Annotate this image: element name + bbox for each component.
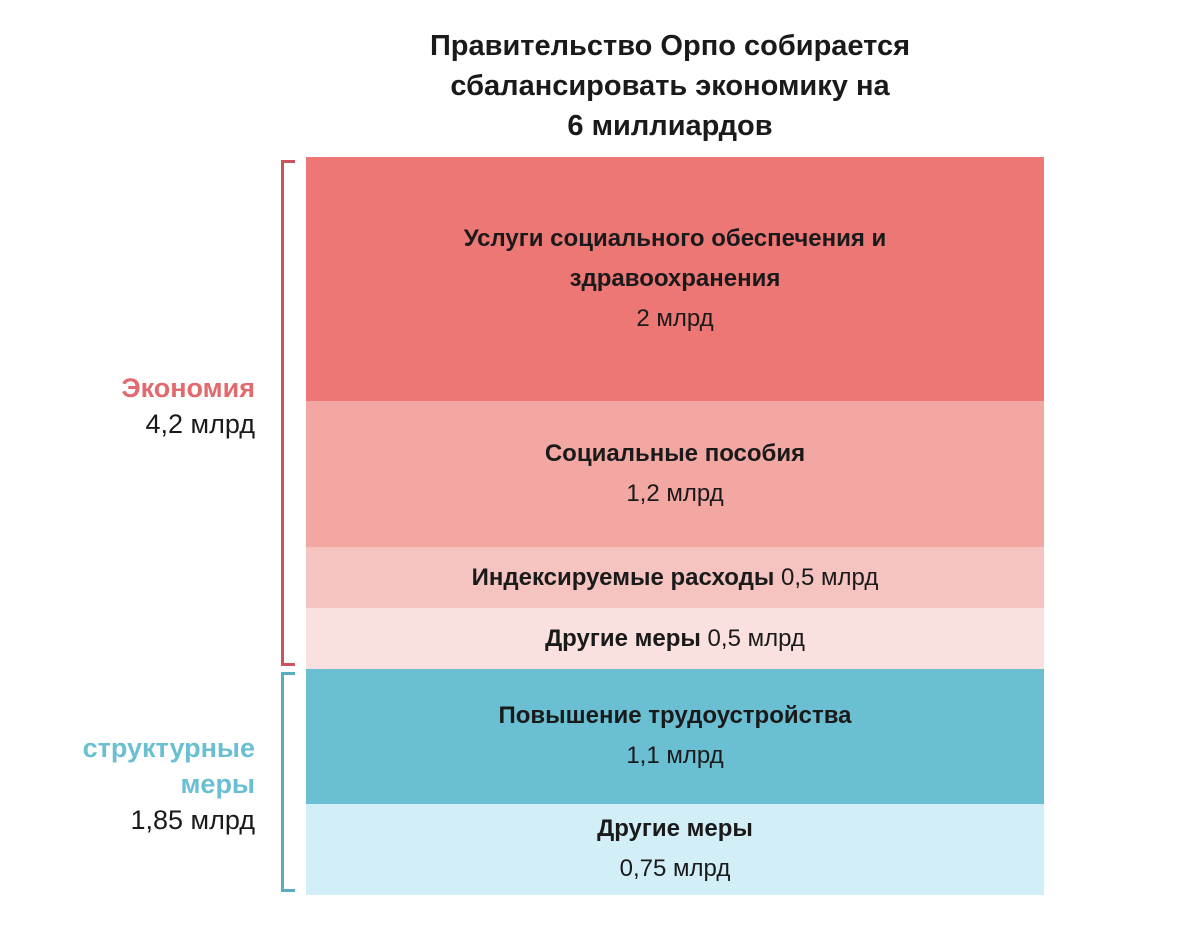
bar-segment: Повышение трудоустройства 1,1 млрд [306,669,1044,804]
chart-title-line: Правительство Орпо собирается [429,30,911,62]
group-name: структурные [82,733,255,764]
segment-value: 0,5 млрд [700,624,805,652]
bar-segment: Социальные пособия 1,2 млрд [306,400,1044,548]
segment-value: 0,5 млрд [774,563,879,591]
chart-title: Правительство Орпо собирается сбалансиро… [300,26,1040,146]
group-label: структурные меры 1,85 млрд [83,730,255,838]
chart-title-line: сбалансировать экономику на [450,70,890,102]
group-name: меры [180,769,255,800]
segment-name: Повышение трудоустройства [498,702,852,730]
segment-name: Услуги социального обеспечения и здравоо… [463,224,887,292]
group-label: Экономия 4,2 млрд [121,370,255,442]
segment-name: Другие меры [597,815,753,843]
bar-segment: Другие меры 0,75 млрд [306,803,1044,895]
group-bracket [281,160,295,667]
segment-name: Другие меры [545,624,701,652]
bar-segment: Индексируемые расходы 0,5 млрд [306,547,1044,609]
group-value: 1,85 млрд [130,805,255,836]
segment-name: Индексируемые расходы [471,563,775,591]
bar-segment: Другие меры 0,5 млрд [306,608,1044,670]
segment-name: Социальные пособия [544,440,806,468]
group-name: Экономия [121,373,255,404]
segment-value: 1,2 млрд [626,480,724,508]
group-bracket [281,672,295,892]
group-value: 4,2 млрд [145,409,255,440]
segment-value: 1,1 млрд [626,742,724,770]
bar-segment: Услуги социального обеспечения и здравоо… [306,157,1044,401]
segment-value: 2 млрд [636,304,714,332]
segment-value: 0,75 млрд [619,855,731,883]
chart-title-line: 6 миллиардов [567,110,773,142]
